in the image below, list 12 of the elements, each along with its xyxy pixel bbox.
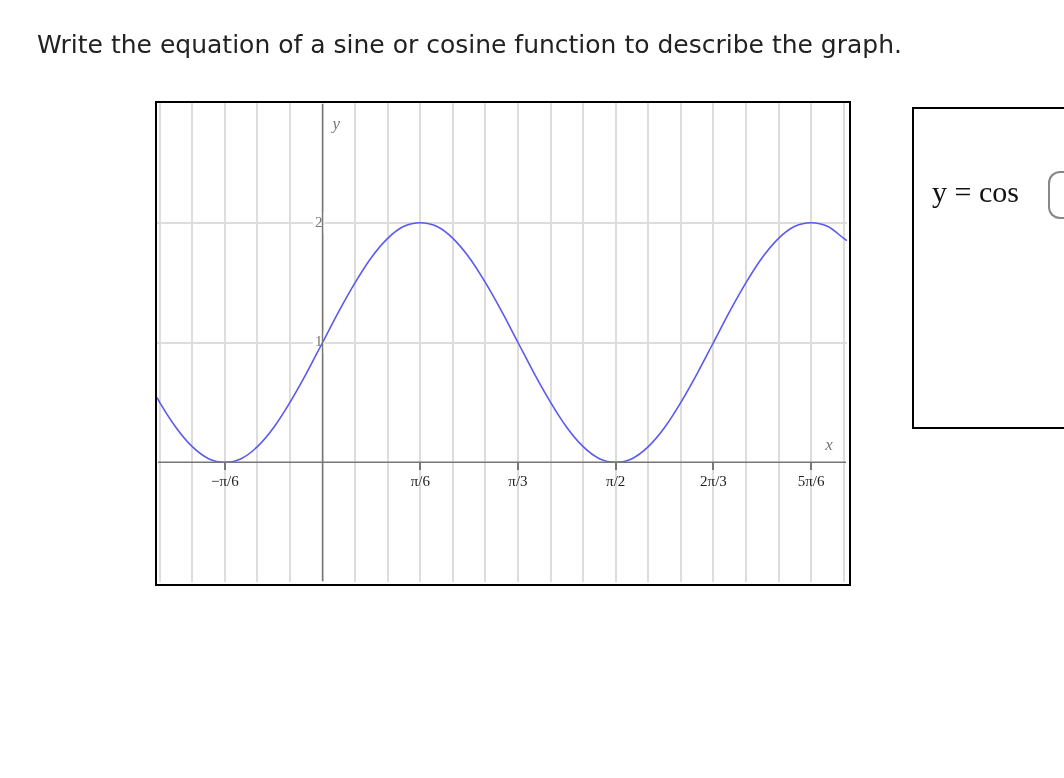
x-axis-title: x [824, 435, 834, 455]
x-tick-label: −π/6 [210, 473, 240, 490]
y-tick-label: 1 [315, 333, 323, 350]
y-tick-label: 2 [315, 213, 323, 230]
text: y = cos [932, 175, 1019, 209]
x-tick-label: π/6 [410, 473, 431, 490]
chart-title: Write the equation of a sine or cosine function to describe the graph. [37, 30, 902, 59]
y-axis-title: y [330, 114, 341, 133]
x-tick-label: π/2 [606, 473, 626, 490]
x-tick-label: π/3 [508, 473, 528, 490]
x-tick-label: 2π/3 [700, 473, 727, 490]
x-tick-label: 5π/6 [797, 473, 826, 490]
